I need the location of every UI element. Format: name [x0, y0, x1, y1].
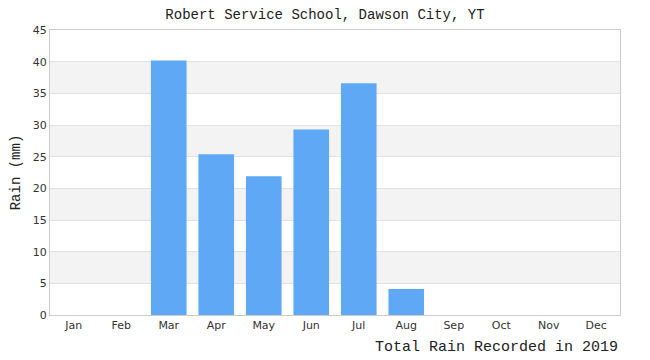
svg-text:Sep: Sep — [443, 319, 464, 332]
svg-text:Dec: Dec — [586, 319, 607, 332]
svg-text:Jun: Jun — [302, 319, 320, 332]
svg-text:15: 15 — [33, 214, 47, 227]
svg-text:0: 0 — [40, 309, 47, 322]
svg-text:25: 25 — [33, 151, 47, 164]
svg-text:May: May — [252, 319, 275, 332]
svg-text:20: 20 — [33, 182, 47, 195]
svg-text:Total Rain Recorded in 2019: Total Rain Recorded in 2019 — [375, 339, 618, 356]
svg-text:30: 30 — [33, 119, 47, 132]
svg-text:45: 45 — [33, 24, 47, 37]
svg-text:Robert Service School, Dawson: Robert Service School, Dawson City, YT — [165, 7, 484, 23]
svg-text:35: 35 — [33, 87, 47, 100]
svg-text:Jul: Jul — [351, 319, 365, 332]
svg-text:Apr: Apr — [207, 319, 227, 332]
svg-text:Oct: Oct — [492, 319, 512, 332]
svg-text:Feb: Feb — [112, 319, 131, 332]
svg-text:40: 40 — [33, 56, 47, 69]
svg-text:5: 5 — [40, 277, 47, 290]
svg-text:Jan: Jan — [64, 319, 82, 332]
svg-text:Mar: Mar — [158, 319, 179, 332]
svg-text:Aug: Aug — [396, 319, 417, 332]
svg-text:Nov: Nov — [538, 319, 560, 332]
svg-text:Rain (mm): Rain (mm) — [8, 135, 24, 211]
svg-text:10: 10 — [33, 246, 47, 259]
